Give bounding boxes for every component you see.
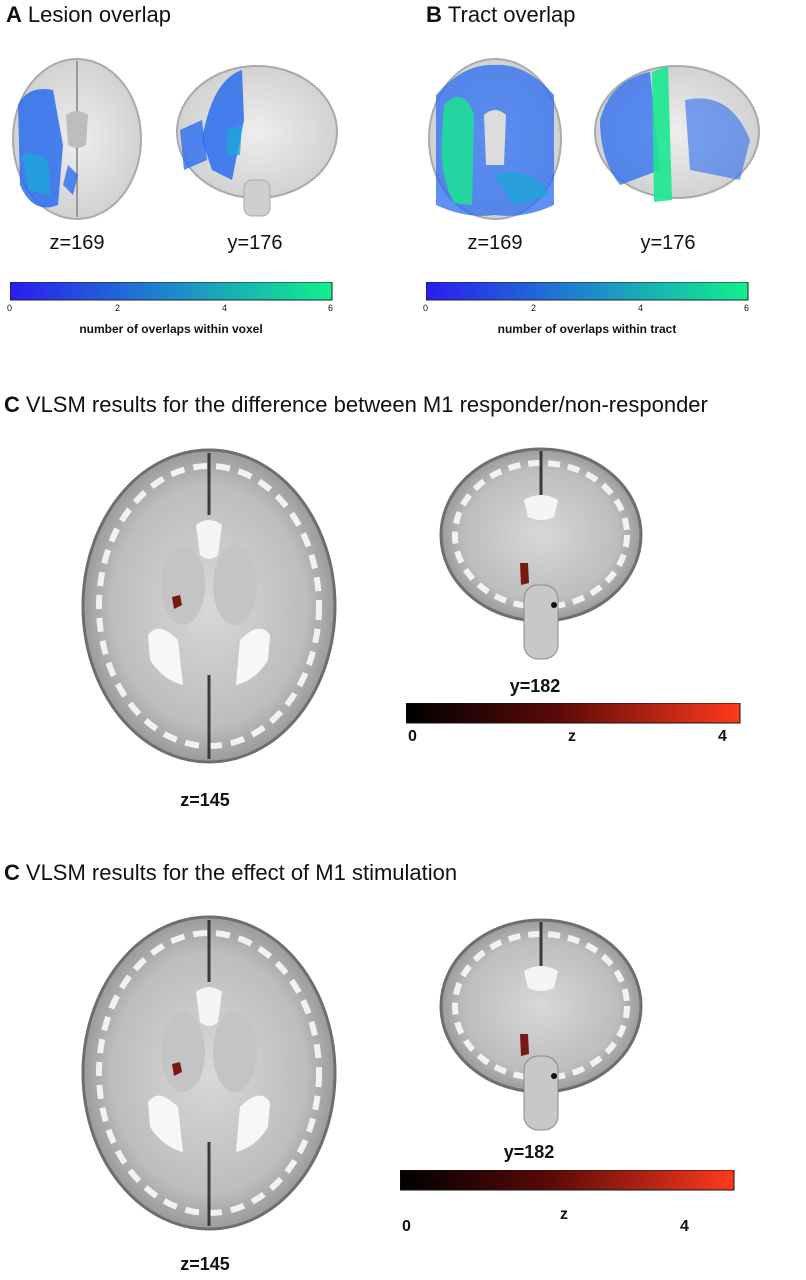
panel-c1-tick: 4 xyxy=(718,728,727,745)
panel-a-title: A Lesion overlap xyxy=(6,2,171,28)
panel-c1-coronal-label: y=182 xyxy=(509,676,561,696)
panel-b-axial-brain-image xyxy=(428,58,562,220)
panel-a-axial-brain-image xyxy=(12,58,142,220)
panel-b-letter: B xyxy=(426,2,442,27)
panel-c2-title: C VLSM results for the effect of M1 stimu… xyxy=(4,860,457,886)
panel-c1-axial-label: z=145 xyxy=(180,790,230,810)
panel-c2-axial-brain-image xyxy=(81,915,337,1231)
panel-a-tick: 2 xyxy=(115,303,121,313)
panel-b-axial-label: z=169 xyxy=(467,232,523,254)
panel-b-tick: 2 xyxy=(531,303,537,313)
panel-a-title-text: Lesion overlap xyxy=(27,2,171,27)
panel-c2-coronal-label: y=182 xyxy=(503,1142,555,1162)
panel-c2-axial-label: z=145 xyxy=(180,1254,230,1274)
panel-c2-title-text: VLSM results for the effect of M1 stimul… xyxy=(25,860,458,885)
panel-c2-coronal-brain-image xyxy=(439,918,643,1131)
panel-a-colorbar-caption: number of overlaps within voxel xyxy=(79,322,263,336)
panel-c2-letter: C xyxy=(4,860,20,885)
panel-c1-letter: C xyxy=(4,392,20,417)
panel-c2-colorbar xyxy=(400,1170,735,1191)
panel-c2-tick: 4 xyxy=(680,1218,689,1235)
panel-b-tick: 4 xyxy=(638,303,644,313)
panel-b-tick: 6 xyxy=(744,303,750,313)
panel-c2-tick: 0 xyxy=(402,1218,411,1235)
panel-c2-tick: z xyxy=(560,1206,568,1223)
panel-a-axial-label: z=169 xyxy=(49,232,105,254)
panel-a-tick: 6 xyxy=(328,303,334,313)
panel-c1-axial-brain-image xyxy=(81,448,337,764)
panel-c1-tick: 0 xyxy=(408,728,417,745)
panel-c1-title-text: VLSM results for the difference between … xyxy=(25,392,708,417)
panel-b-coronal-label: y=176 xyxy=(640,232,696,254)
panel-b-colorbar-caption: number of overlaps within tract xyxy=(497,322,677,336)
panel-c1-tick: z xyxy=(568,728,576,745)
panel-b-colorbar xyxy=(426,282,749,301)
panel-b-title: B Tract overlap xyxy=(426,2,575,28)
panel-b-coronal-brain-image xyxy=(594,65,760,202)
panel-a-colorbar xyxy=(10,282,333,301)
panel-a-coronal-label: y=176 xyxy=(227,232,283,254)
panel-a-tick: 0 xyxy=(7,303,13,313)
panel-a-coronal-brain-image xyxy=(176,65,338,217)
panel-c1-title: C VLSM results for the difference between… xyxy=(4,392,708,418)
panel-a-letter: A xyxy=(6,2,22,27)
panel-a-tick: 4 xyxy=(222,303,228,313)
panel-c1-colorbar xyxy=(406,703,741,724)
panel-b-title-text: Tract overlap xyxy=(447,2,576,27)
panel-b-tick: 0 xyxy=(423,303,429,313)
panel-c1-coronal-brain-image xyxy=(439,447,643,660)
